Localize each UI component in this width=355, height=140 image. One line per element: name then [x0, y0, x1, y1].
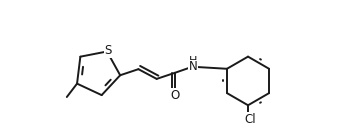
Text: N: N	[189, 60, 197, 73]
Text: Cl: Cl	[244, 113, 256, 126]
Text: H: H	[189, 56, 197, 66]
Text: O: O	[170, 89, 180, 102]
Text: S: S	[104, 44, 112, 57]
